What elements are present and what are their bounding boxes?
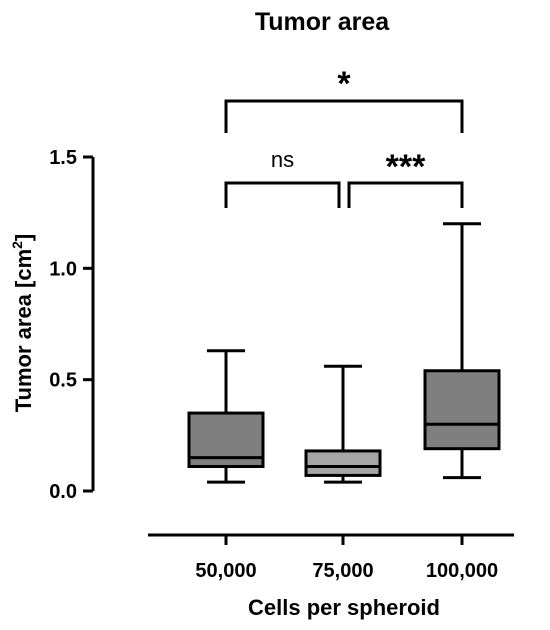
- iqr-box: [304, 449, 382, 477]
- box-100000: [423, 222, 501, 480]
- box-50000: [187, 349, 265, 484]
- y-axis-title-superscript: 2: [9, 241, 25, 249]
- bracket-line: [224, 99, 464, 133]
- bracket-line: [224, 181, 341, 208]
- chart-title: Tumor area: [255, 8, 390, 36]
- significance-label: ***: [386, 148, 426, 186]
- bracket-line: [347, 181, 464, 208]
- significance-bracket: *: [224, 65, 464, 133]
- x-tick-label: 100,000: [426, 560, 498, 582]
- box-75000: [304, 364, 382, 484]
- y-axis-title: Tumor area [cm2]: [9, 234, 36, 413]
- significance-bracket: ***: [347, 148, 464, 208]
- significance-label: *: [337, 65, 351, 103]
- y-axis-title-main: Tumor area [cm: [11, 249, 36, 412]
- significance-bracket: ns: [224, 147, 341, 208]
- y-tick-label: 1.5: [49, 147, 77, 169]
- x-tick-label: 50,000: [195, 560, 256, 582]
- y-tick-label: 1.0: [49, 258, 77, 280]
- x-axis-title: Cells per spheroid: [248, 595, 440, 620]
- x-tick-label: 75,000: [312, 560, 373, 582]
- iqr-box: [423, 369, 501, 451]
- y-tick-label: 0.0: [49, 481, 77, 503]
- significance-label: ns: [271, 147, 294, 172]
- y-tick-label: 0.5: [49, 370, 77, 392]
- y-axis-title-suffix: ]: [11, 234, 36, 241]
